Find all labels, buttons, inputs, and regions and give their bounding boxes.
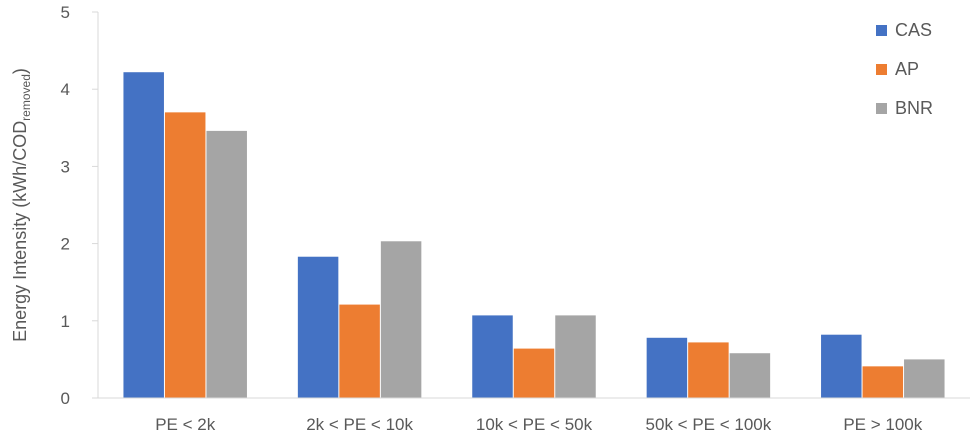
x-tick-label: PE > 100k xyxy=(843,415,922,434)
bar-ap-0 xyxy=(164,112,206,399)
y-axis-label-suffix: ) xyxy=(10,68,30,74)
y-axis-label: Energy Intensity (kWh/CODremoved) xyxy=(10,68,33,342)
legend-label-ap: AP xyxy=(895,59,919,79)
legend-label-cas: CAS xyxy=(895,20,932,40)
y-axis: 0 1 2 3 4 5 xyxy=(61,3,99,408)
x-axis: PE < 2k 2k < PE < 10k 10k < PE < 50k 50k < … xyxy=(98,397,970,434)
bar-cas-1 xyxy=(297,256,339,398)
x-tick-label: 50k < PE < 100k xyxy=(646,415,772,434)
y-tick-label: 4 xyxy=(61,80,70,99)
bar-bnr-4 xyxy=(904,359,945,398)
y-tick-label: 5 xyxy=(61,3,70,22)
x-tick-label: 10k < PE < 50k xyxy=(476,415,593,434)
bar-cas-3 xyxy=(646,337,688,398)
bar-cas-0 xyxy=(123,72,164,398)
y-axis-title: Energy Intensity (kWh/CODremoved) xyxy=(10,68,33,342)
bar-ap-4 xyxy=(862,366,904,398)
legend: CAS AP BNR xyxy=(876,20,933,118)
bars xyxy=(123,72,945,399)
bar-cas-2 xyxy=(472,315,513,398)
y-tick-label: 1 xyxy=(61,312,70,331)
legend-swatch-bnr xyxy=(876,103,887,114)
bar-ap-2 xyxy=(513,348,555,398)
bar-bnr-2 xyxy=(555,315,596,398)
bar-ap-3 xyxy=(688,342,729,398)
y-tick-label: 0 xyxy=(61,389,70,408)
bar-ap-1 xyxy=(339,304,380,398)
bar-bnr-0 xyxy=(206,130,247,398)
legend-swatch-cas xyxy=(876,25,887,36)
bar-bnr-1 xyxy=(380,241,422,398)
y-tick-label: 3 xyxy=(61,157,70,176)
y-axis-label-main: Energy Intensity (kWh/COD xyxy=(10,121,30,342)
bar-bnr-3 xyxy=(729,353,771,398)
x-tick-label: PE < 2k xyxy=(155,415,216,434)
legend-label-bnr: BNR xyxy=(895,98,933,118)
x-tick-label: 2k < PE < 10k xyxy=(306,415,413,434)
y-axis-label-subscript: removed xyxy=(19,74,33,121)
bar-cas-4 xyxy=(821,334,862,398)
legend-swatch-ap xyxy=(876,64,887,75)
y-tick-label: 2 xyxy=(61,235,70,254)
